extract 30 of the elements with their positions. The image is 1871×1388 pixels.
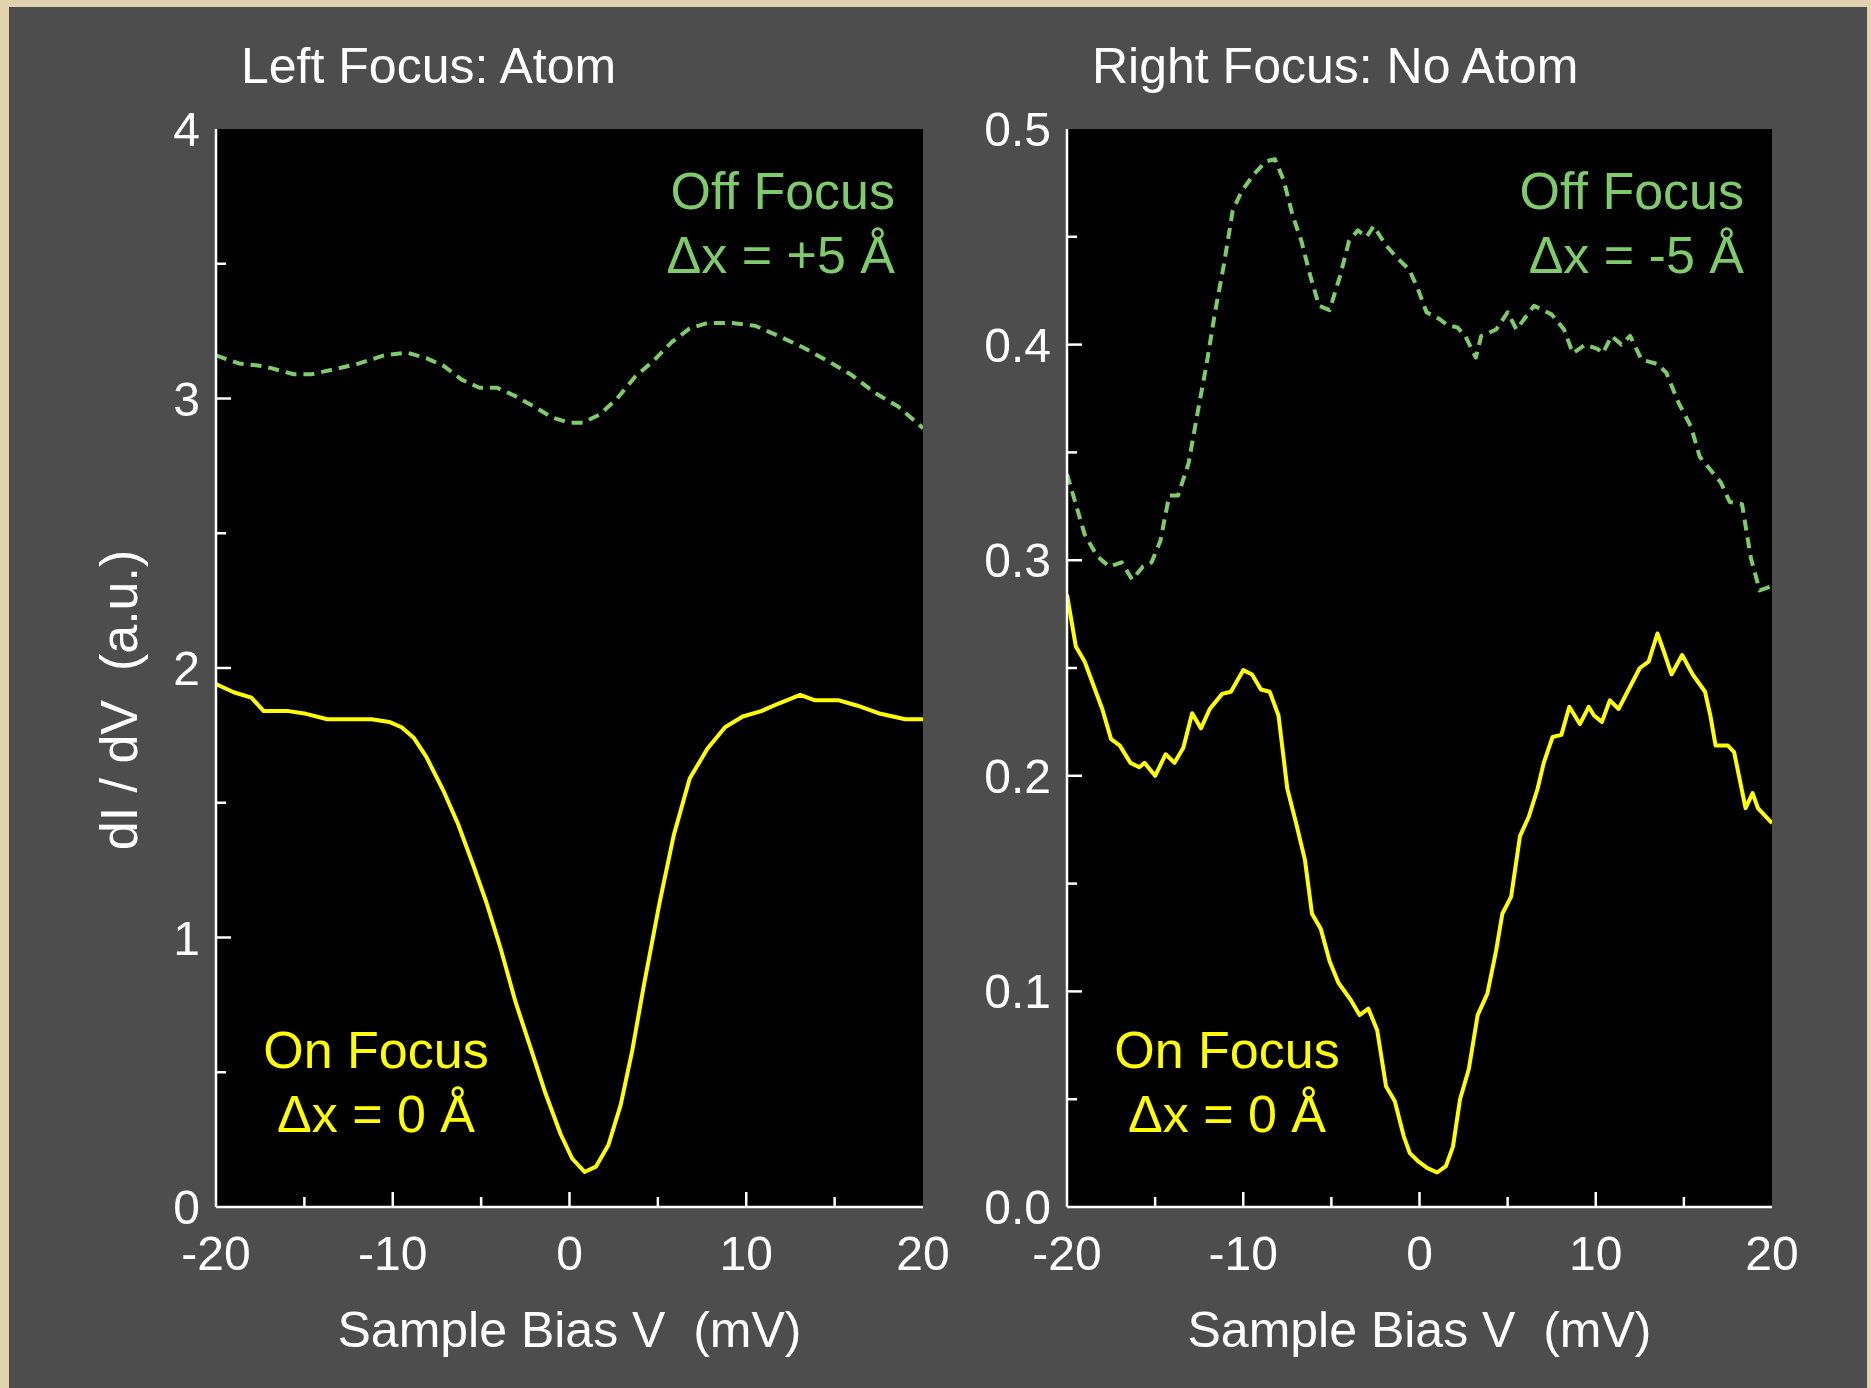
chart-title: Left Focus: Atom xyxy=(241,37,617,96)
x-tick-label: 10 xyxy=(1569,1227,1623,1280)
y-tick-label: 0.4 xyxy=(984,318,1051,372)
line-series xyxy=(216,682,923,1174)
series-label: On Focus Δx = 0 Å xyxy=(1114,1020,1340,1145)
y-tick-label: 3 xyxy=(173,372,200,426)
x-tick-label: 0 xyxy=(1406,1227,1433,1280)
y-tick-label: 0.1 xyxy=(984,965,1051,1019)
x-axis-title: Sample Bias V (mV) xyxy=(337,1301,802,1360)
x-tick-label: -10 xyxy=(358,1227,428,1280)
x-axis-title: Sample Bias V (mV) xyxy=(1187,1301,1652,1360)
chart-title: Right Focus: No Atom xyxy=(1092,37,1579,96)
y-tick-label: 0.2 xyxy=(984,749,1051,803)
x-tick-label: 20 xyxy=(1745,1227,1799,1280)
y-tick-label: 4 xyxy=(173,103,200,156)
series-label: On Focus Δx = 0 Å xyxy=(263,1020,489,1145)
x-tick-label: 0 xyxy=(556,1227,583,1280)
line-series xyxy=(1067,157,1772,593)
series-label: Off Focus Δx = -5 Å xyxy=(1519,161,1744,286)
line-series xyxy=(216,321,923,431)
x-tick-label: 10 xyxy=(719,1227,773,1280)
x-tick-label: 20 xyxy=(896,1227,950,1280)
y-tick-label: 0.5 xyxy=(984,103,1051,156)
y-tick-label: 1 xyxy=(173,911,200,965)
y-tick-label: 2 xyxy=(173,642,200,695)
y-axis-title: dI / dV (a.u.) xyxy=(89,549,149,851)
y-tick-label: 0.3 xyxy=(984,534,1051,588)
x-tick-label: -10 xyxy=(1208,1227,1278,1280)
line-series xyxy=(1067,592,1772,1175)
series-label: Off Focus Δx = +5 Å xyxy=(666,161,895,286)
